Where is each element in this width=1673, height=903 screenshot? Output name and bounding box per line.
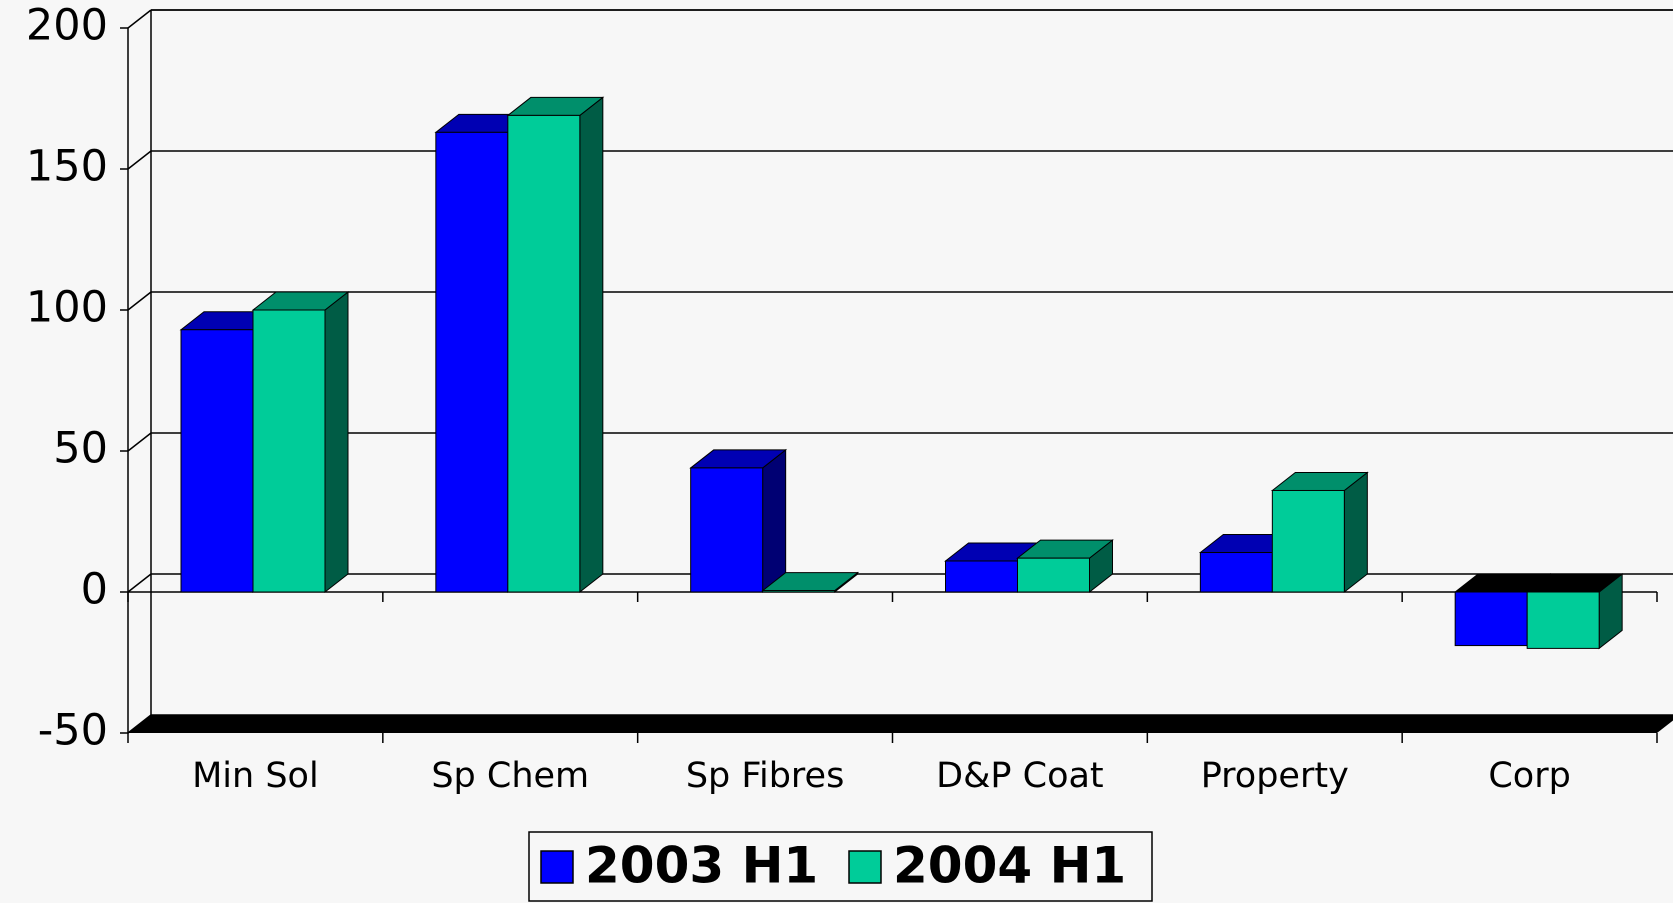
- bar: [252, 309, 326, 593]
- bar-side: [324, 290, 349, 594]
- bar: [945, 560, 1018, 593]
- grid-diagonal: [127, 9, 152, 29]
- bar: [1199, 552, 1273, 593]
- bar: [1526, 591, 1600, 649]
- y-tick-label: 150: [26, 142, 108, 192]
- bar: [180, 329, 254, 593]
- bar: [1017, 557, 1090, 593]
- grid-diagonal: [127, 573, 152, 593]
- bar-side: [579, 96, 604, 594]
- grid-diagonal: [127, 291, 152, 311]
- y-tick-label: -50: [38, 706, 108, 756]
- floor: [128, 715, 1673, 733]
- y-tick-label: 200: [26, 1, 108, 51]
- bar: [1271, 489, 1345, 593]
- bar: [435, 131, 509, 593]
- x-tick-label: Sp Fibres: [686, 756, 844, 796]
- grid-diagonal: [127, 150, 152, 170]
- bar-side: [762, 448, 787, 594]
- bar: [762, 590, 836, 593]
- y-tick-label: 0: [81, 565, 108, 615]
- y-tick-label: 50: [53, 424, 108, 474]
- grid-diagonal: [127, 714, 152, 734]
- legend-swatch: [848, 850, 882, 884]
- legend-swatch: [540, 850, 574, 884]
- legend-label: 2003 H1: [585, 837, 818, 895]
- bar-side: [1343, 471, 1368, 594]
- y-tick-label: 100: [26, 283, 108, 333]
- legend-box: [528, 831, 1153, 902]
- legend-label: 2004 H1: [893, 837, 1126, 895]
- x-tick-label: Corp: [1488, 756, 1570, 796]
- grid-diagonal: [127, 432, 152, 452]
- bar: [1454, 591, 1528, 647]
- x-tick-label: D&P Coat: [936, 756, 1104, 796]
- x-tick-label: Min Sol: [192, 756, 319, 796]
- bar: [690, 467, 764, 593]
- x-tick-label: Sp Chem: [431, 756, 589, 796]
- x-tick-label: Property: [1201, 756, 1349, 796]
- bar: [507, 114, 581, 593]
